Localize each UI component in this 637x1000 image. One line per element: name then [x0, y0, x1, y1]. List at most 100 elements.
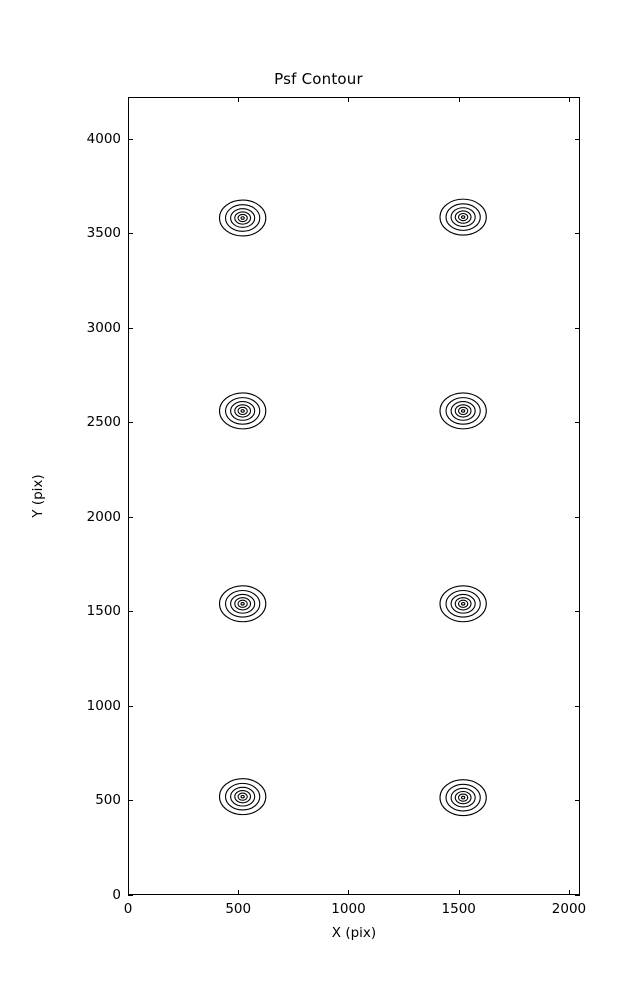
x-tick-label: 0 [123, 901, 133, 917]
x-tick-label: 2000 [551, 901, 587, 917]
y-tick-label: 0 [112, 887, 121, 903]
contour-series [218, 198, 487, 817]
contour-ring [234, 790, 252, 804]
contour-ring [230, 786, 256, 807]
contour-ring [439, 585, 487, 623]
psf-contour-blob [218, 392, 267, 430]
axes-frame [128, 97, 580, 895]
y-tick-label: 1000 [86, 697, 121, 714]
contour-ring [439, 198, 487, 236]
x-tick-mark [348, 97, 350, 102]
contour-ring [218, 585, 267, 623]
contour-ring [218, 392, 267, 430]
contour-ring [460, 795, 466, 800]
psf-contour-blob [439, 392, 487, 430]
contour-ring [457, 212, 469, 222]
y-tick-mark [128, 516, 133, 518]
contour-ring [230, 401, 256, 421]
plot-area [128, 97, 580, 895]
x-tick-mark [238, 890, 240, 895]
contour-ring [439, 392, 487, 430]
y-tick-mark [575, 233, 580, 235]
y-tick-mark [575, 895, 580, 896]
contour-ring [450, 593, 476, 614]
contour-ring [237, 599, 248, 608]
contour-ring [218, 199, 267, 237]
contour-ring [445, 589, 481, 618]
contour-ring [240, 601, 245, 606]
contour-ring [450, 401, 476, 421]
contour-ring [230, 208, 256, 228]
contour-ring [460, 601, 466, 606]
y-tick-label: 3500 [86, 225, 121, 242]
contour-ring [439, 779, 487, 817]
y-tick-mark [128, 422, 133, 424]
contour-ring [445, 783, 481, 812]
psf-contour-blob [218, 585, 267, 623]
x-tick-mark [348, 890, 350, 895]
x-tick-mark [128, 890, 129, 895]
x-tick-mark [458, 890, 460, 895]
chart-title: Psf Contour [274, 70, 363, 88]
contour-ring [230, 593, 256, 614]
x-tick-mark [128, 97, 129, 102]
contour-ring [460, 409, 466, 413]
y-tick-label: 1500 [86, 603, 121, 620]
y-tick-mark [128, 611, 133, 613]
y-tick-mark [128, 895, 133, 896]
psf-contour-blob [218, 778, 267, 816]
y-tick-mark [575, 327, 580, 329]
contour-ring [454, 597, 472, 611]
contour-ring [454, 210, 472, 224]
contour-ring [240, 409, 245, 413]
contour-ring [454, 790, 472, 805]
x-tick-label: 1000 [331, 901, 366, 917]
contour-ring [237, 213, 248, 223]
contour-ring [445, 203, 481, 231]
contour-ring [224, 204, 261, 232]
contour-ring [460, 215, 466, 219]
x-tick-mark [568, 97, 570, 102]
y-tick-label: 2000 [86, 508, 121, 525]
y-tick-mark [575, 138, 580, 140]
x-axis-label: X (pix) [331, 925, 377, 941]
y-tick-label: 3000 [86, 319, 121, 336]
y-tick-mark [128, 233, 133, 235]
contour-ring [450, 787, 476, 808]
contour-ring [240, 216, 245, 220]
y-axis-label: Y (pix) [30, 474, 46, 518]
y-tick-mark [575, 705, 580, 707]
contour-ring [224, 782, 261, 811]
y-tick-mark [128, 327, 133, 329]
y-tick-mark [575, 611, 580, 613]
contour-ring [450, 207, 476, 227]
contour-ring [237, 406, 248, 416]
contour-ring [234, 597, 252, 611]
contour-ring [454, 404, 472, 418]
contour-ring [240, 794, 245, 799]
x-tick-label: 500 [225, 901, 252, 917]
psf-contour-blob [439, 198, 487, 236]
contour-ring [218, 778, 267, 816]
contour-ring [224, 397, 261, 425]
y-tick-mark [575, 800, 580, 802]
psf-contour-blob [439, 779, 487, 817]
y-tick-mark [575, 422, 580, 424]
y-tick-mark [128, 705, 133, 707]
contour-ring [457, 406, 469, 416]
contour-ring [457, 793, 469, 802]
x-tick-mark [458, 97, 460, 102]
contour-ring [224, 589, 261, 618]
y-tick-mark [128, 138, 133, 140]
x-tick-label: 1500 [441, 901, 476, 917]
y-tick-label: 4000 [86, 130, 121, 147]
y-tick-mark [128, 800, 133, 802]
y-tick-label: 500 [95, 792, 121, 809]
contour-ring [457, 599, 469, 608]
psf-contour-blob [439, 585, 487, 623]
psf-contour-blob [218, 199, 267, 237]
x-tick-mark [238, 97, 240, 102]
contour-ring [445, 397, 481, 425]
y-tick-mark [575, 516, 580, 518]
x-tick-mark [568, 890, 570, 895]
